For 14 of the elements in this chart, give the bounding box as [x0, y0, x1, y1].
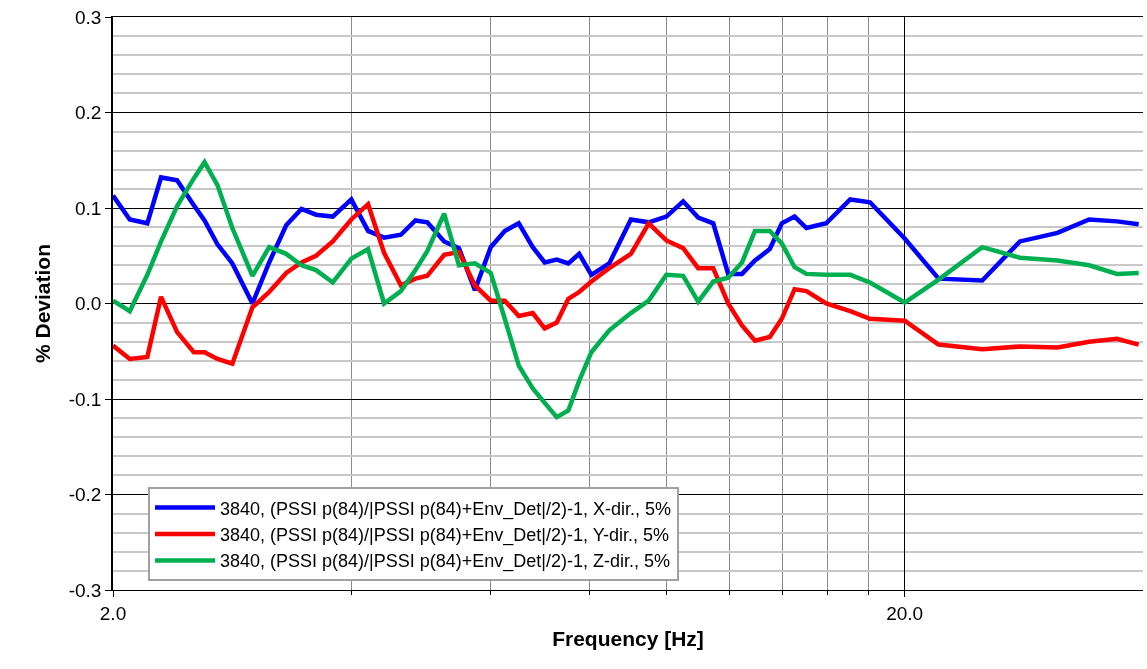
x-tick-label: 20.0 [886, 602, 924, 624]
y-tick-label: -0.3 [68, 579, 102, 601]
y-tick-label: 0.3 [75, 6, 102, 28]
y-tick-label: -0.1 [68, 388, 102, 410]
legend-label: 3840, (PSSI p(84)/|PSSI p(84)+Env_Det|/2)-1, Z-dir., 5% [220, 551, 671, 573]
y-axis-title: % Deviation [31, 243, 55, 364]
y-tick-label: -0.2 [68, 484, 102, 506]
x-axis-title: Frequency [Hz] [552, 627, 704, 650]
y-tick-label: 0.0 [75, 293, 102, 315]
y-tick-label: 0.2 [75, 102, 102, 124]
y-tick-label: 0.1 [75, 197, 102, 219]
legend-label: 3840, (PSSI p(84)/|PSSI p(84)+Env_Det|/2)-1, X-dir., 5% [220, 498, 672, 520]
legend-label: 3840, (PSSI p(84)/|PSSI p(84)+Env_Det|/2)-1, Y-dir., 5% [220, 525, 670, 547]
x-tick-label: 2.0 [99, 602, 127, 624]
